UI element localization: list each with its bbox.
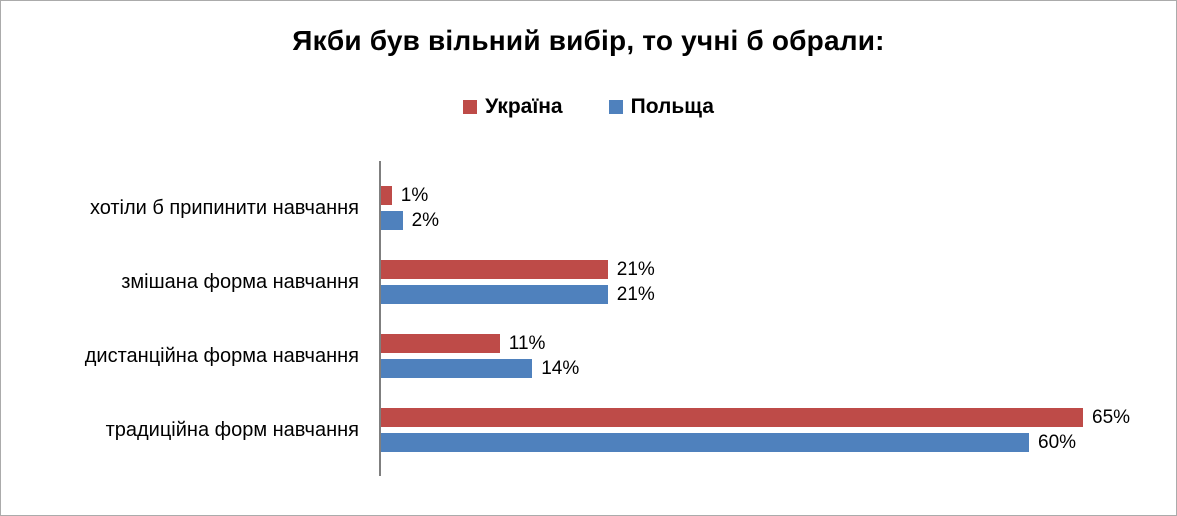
y-axis-line	[379, 161, 381, 476]
bar-value-label: 14%	[541, 357, 580, 379]
category-group: дистанційна форма навчання 11% 14%	[1, 332, 1176, 379]
bar-stack: 21% 21%	[379, 258, 655, 305]
category-label: змішана форма навчання	[121, 270, 359, 293]
legend-label: Польща	[630, 95, 714, 118]
bar-Україна	[381, 408, 1083, 427]
category-label: дистанційна форма навчання	[84, 344, 359, 367]
bar-value-label: 65%	[1092, 406, 1131, 428]
bar-row: 2%	[381, 209, 440, 231]
bar-stack: 65% 60%	[379, 406, 1131, 453]
legend-swatch	[608, 100, 623, 114]
bar-value-label: 21%	[616, 258, 655, 280]
bar-stack: 1% 2%	[379, 184, 440, 231]
bar-value-label: 2%	[411, 209, 440, 231]
bar-row: 60%	[381, 431, 1130, 453]
legend-swatch	[463, 100, 478, 114]
category-group: традиційна форм навчання 65% 60%	[1, 406, 1176, 453]
bar-row: 11%	[381, 332, 579, 354]
bar-row: 21%	[381, 283, 655, 305]
bar-row: 1%	[381, 184, 439, 206]
category-group: хотіли б припинити навчання 1% 2%	[1, 184, 1176, 231]
category-group: змішана форма навчання 21% 21%	[1, 258, 1176, 305]
bar-Польща	[381, 359, 533, 378]
plot-area: хотіли б припинити навчання 1% 2% змішана ф…	[1, 161, 1176, 476]
bar-Україна	[381, 334, 500, 353]
legend: Україна Польща	[1, 95, 1176, 119]
bar-Польща	[381, 285, 608, 304]
bar-stack: 11% 14%	[379, 332, 580, 379]
legend-item: Україна	[463, 95, 563, 119]
bar-row: 14%	[381, 357, 580, 379]
bar-Польща	[381, 433, 1029, 452]
bar-Польща	[381, 211, 403, 230]
bar-groups: хотіли б припинити навчання 1% 2% змішана ф…	[1, 184, 1176, 453]
chart-title: Якби був вільний вибір, то учні б обрали…	[292, 25, 885, 56]
category-label: традиційна форм навчання	[105, 418, 359, 441]
bar-value-label: 11%	[508, 332, 546, 354]
bar-Україна	[381, 260, 608, 279]
bar-row: 21%	[381, 258, 655, 280]
bar-value-label: 21%	[616, 283, 655, 305]
bar-row: 65%	[381, 406, 1131, 428]
legend-label: Україна	[485, 95, 563, 118]
category-label: хотіли б припинити навчання	[89, 196, 359, 219]
bar-value-label: 60%	[1038, 431, 1077, 453]
bar-Україна	[381, 186, 392, 205]
legend-item: Польща	[608, 95, 714, 119]
bar-value-label: 1%	[400, 184, 429, 206]
